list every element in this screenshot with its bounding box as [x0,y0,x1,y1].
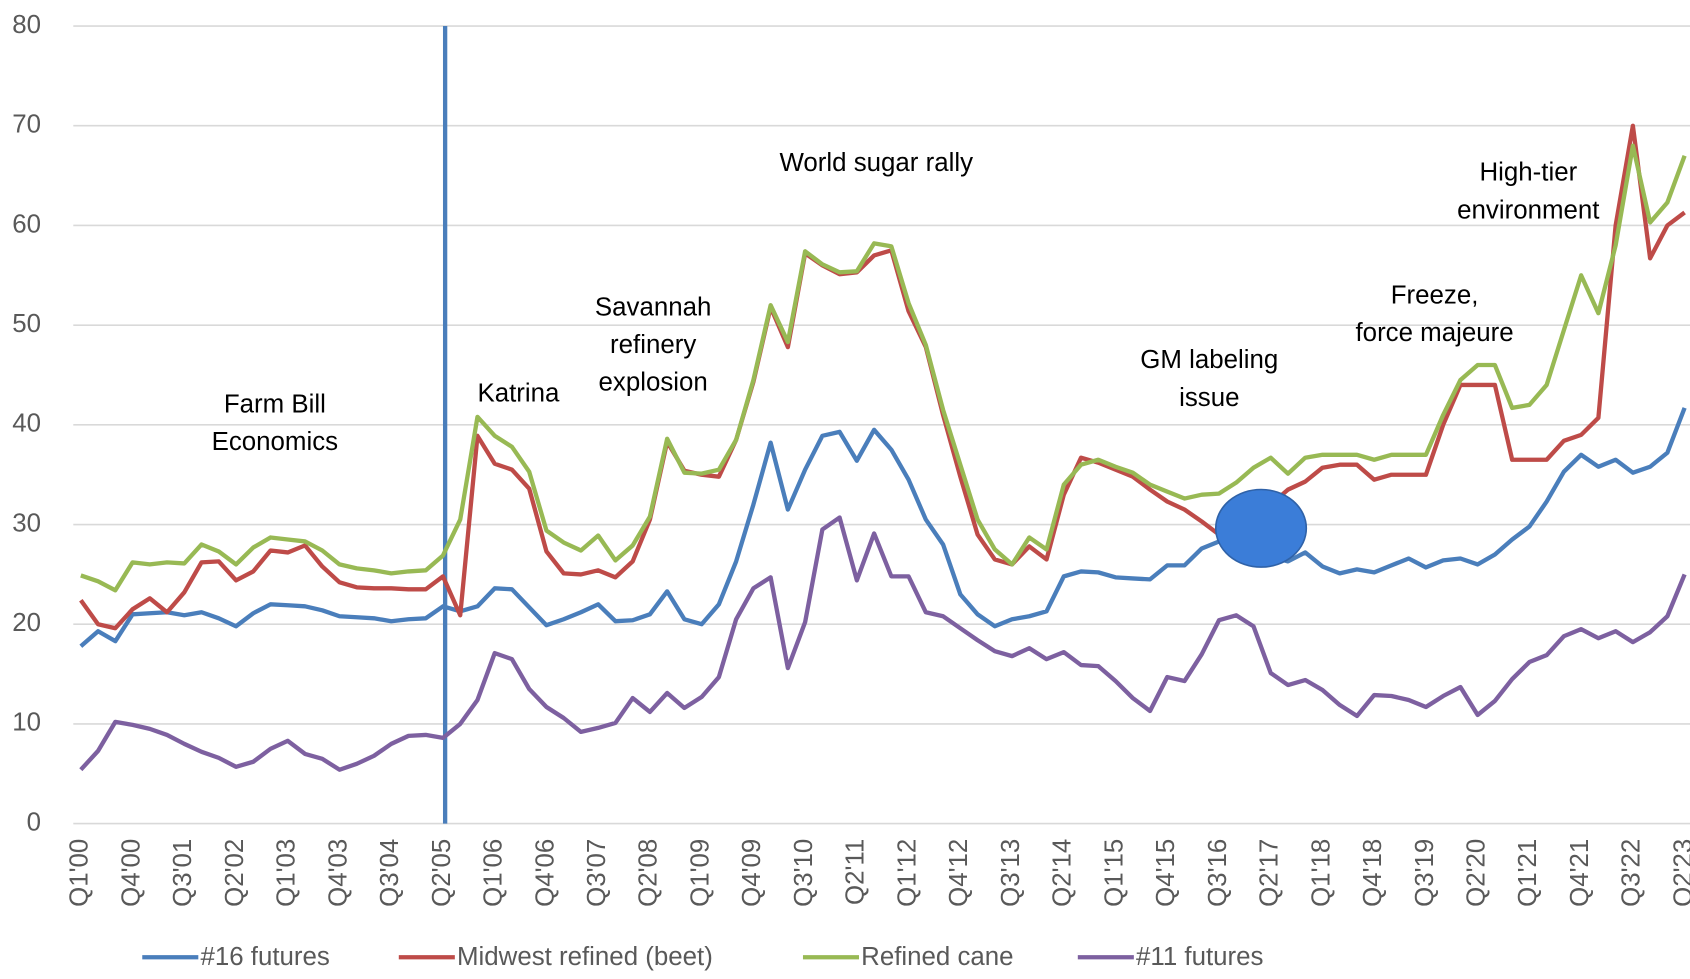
y-tick-label: 50 [12,310,41,338]
annotation: refinery [610,331,696,359]
highlight-ellipse [1214,488,1308,568]
x-tick-label: Q4'03 [324,839,352,907]
x-tick-label: Q2'11 [842,839,870,905]
x-tick-label: Q1'06 [480,839,508,907]
legend-label: #16 futures [200,943,329,971]
y-tick-label: 10 [12,709,41,737]
x-tick-label: Q2'17 [1256,839,1284,907]
y-tick-label: 0 [27,808,41,836]
legend-label: #11 futures [1136,943,1263,971]
x-tick-label: Q2'23 [1669,839,1690,907]
x-tick-label: Q2'05 [428,839,456,907]
x-tick-label: Q4'21 [1566,839,1594,907]
x-tick-label: Q1'00 [66,839,94,907]
x-tick-label: Q2'14 [1049,839,1077,907]
x-tick-label: Q1'18 [1307,839,1335,907]
x-tick-label: Q1'12 [893,839,921,907]
annotation: explosion [599,369,708,397]
x-tick-label: Q3'01 [169,839,197,907]
x-tick-label: Q4'09 [738,839,766,907]
x-tick-label: Q4'00 [117,839,145,907]
annotation: issue [1179,384,1239,412]
x-tick-label: Q4'18 [1359,839,1387,907]
series-line [80,143,1687,593]
x-tick-label: Q1'03 [273,839,301,907]
x-tick-label: Q4'06 [531,839,559,907]
series-line [79,515,1687,772]
annotation: Farm Bill [224,390,326,418]
series-line [79,407,1687,648]
series-line [79,123,1686,631]
x-tick-label: Q1'09 [686,839,714,907]
annotation: Freeze, [1391,281,1479,309]
x-tick-label: Q3'22 [1618,839,1646,907]
x-tick-label: Q3'10 [790,839,818,907]
y-tick-label: 30 [12,509,41,537]
legend-label: Midwest refined (beet) [457,943,713,971]
annotation: Savannah [595,293,711,321]
y-tick-label: 70 [12,111,41,139]
x-tick-label: Q1'21 [1514,839,1542,907]
annotation: High-tier [1479,159,1577,187]
x-tick-label: Q1'15 [1100,839,1128,907]
annotation: environment [1457,196,1599,224]
x-tick-label: Q2'02 [221,839,249,907]
x-tick-label: Q3'04 [376,839,404,907]
annotation: GM labeling [1140,346,1278,374]
x-tick-label: Q4'12 [945,839,973,907]
annotation: Economics [212,428,338,456]
x-tick-label: Q3'19 [1411,839,1439,907]
annotation: World sugar rally [779,149,973,177]
annotation: force majeure [1356,319,1514,347]
grid [73,25,1690,825]
x-tick-label: Q4'15 [1152,839,1180,907]
y-tick-label: 20 [12,609,41,637]
x-tick-label: Q3'16 [1204,839,1232,907]
annotation: Katrina [477,379,560,407]
x-tick-label: Q3'13 [997,839,1025,907]
x-tick-label: Q2'08 [635,839,663,907]
y-tick-label: 80 [12,11,41,39]
x-tick-label: Q3'07 [583,839,611,907]
x-tick-label: Q2'20 [1463,839,1491,907]
y-tick-label: 60 [12,210,41,238]
legend-label: Refined cane [861,943,1013,971]
y-tick-label: 40 [12,410,41,438]
